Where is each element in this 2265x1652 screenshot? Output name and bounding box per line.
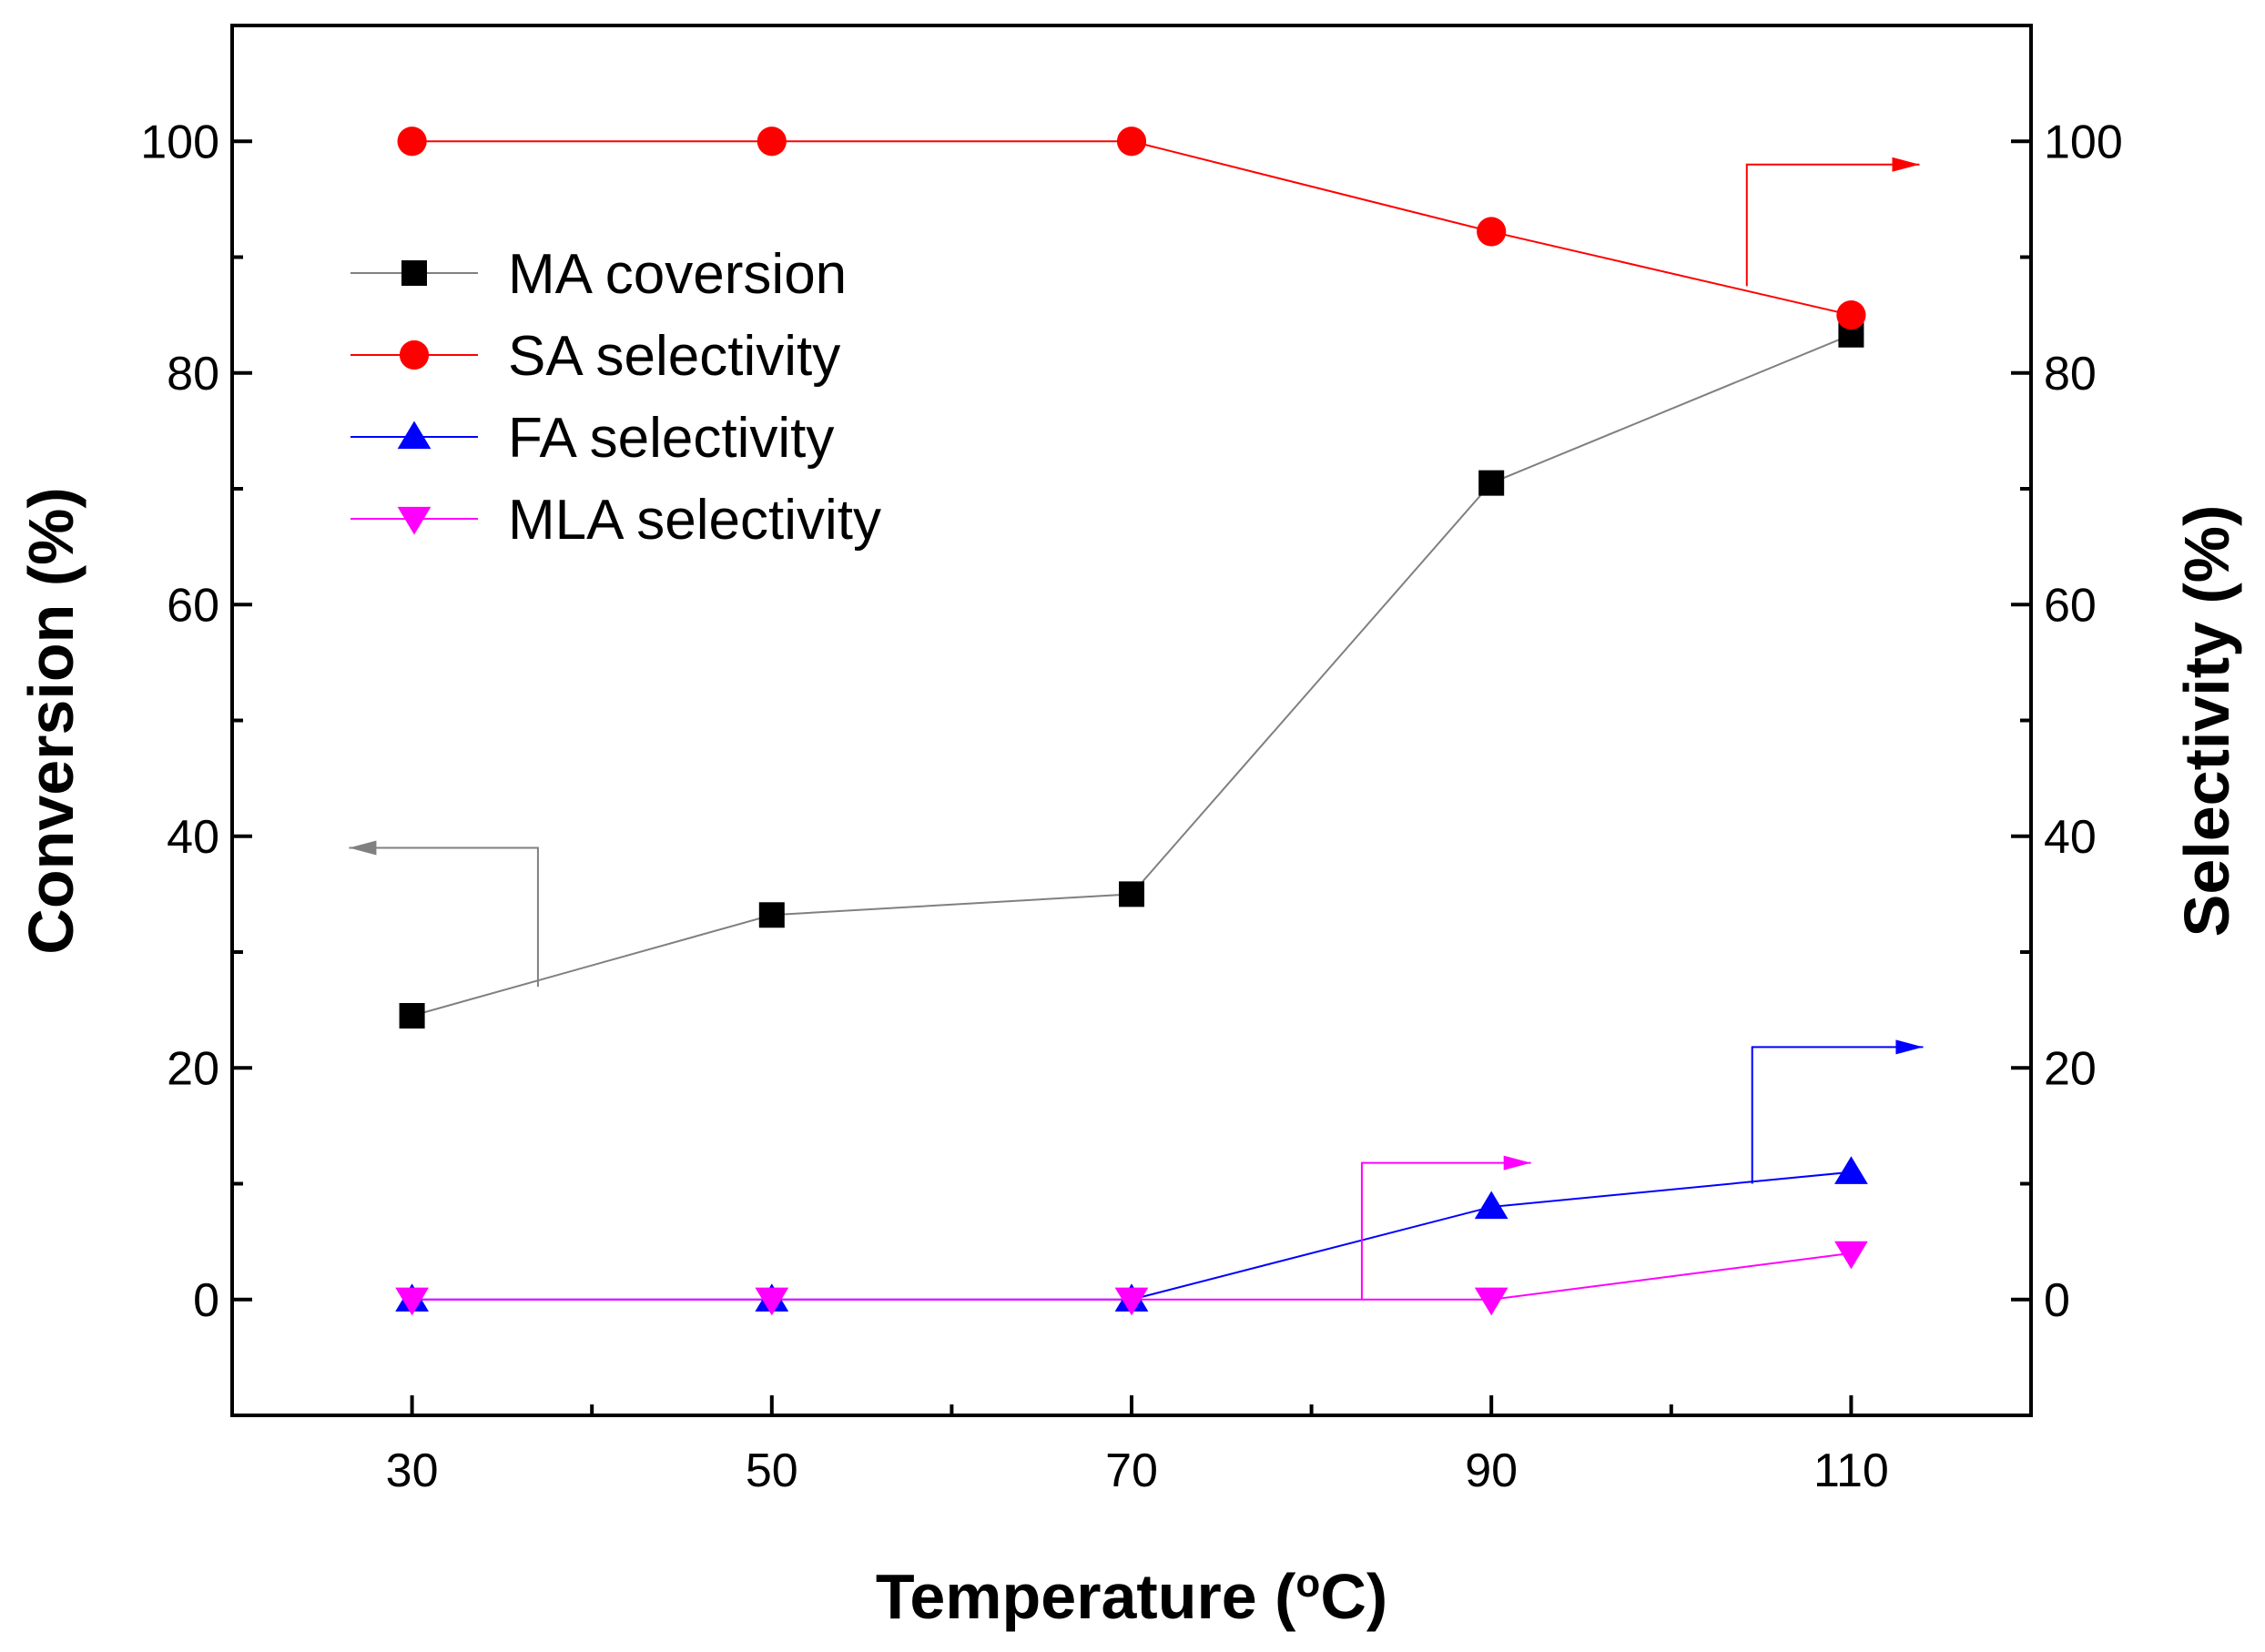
data-point-series-0 [399,1002,425,1029]
series-markers [395,127,1868,1316]
data-point-series-1 [757,127,787,157]
arrowhead-1 [1892,157,1920,172]
y-axis-right-title: Selectivity (%) [2171,505,2242,937]
data-point-series-2 [1834,1156,1868,1184]
x-axis-title-suffix: C) [1320,1561,1387,1632]
data-point-series-1 [397,127,427,157]
arrow-line-3 [1360,1161,1531,1300]
x-axis-title: Temperature (oC) [876,1561,1387,1632]
arrow-line-2 [1751,1046,1924,1184]
data-point-series-1 [1116,127,1147,157]
data-point-series-0 [1478,470,1505,496]
legend-label-0: MA coversion [508,243,847,306]
legend-label-1: SA selectivity [508,325,840,388]
x-tick-label: 70 [1105,1444,1158,1497]
data-point-series-3 [1474,1287,1508,1316]
arrowhead-0 [349,840,377,856]
arrowhead-3 [1503,1155,1531,1171]
y-right-tick-label: 20 [2044,1042,2097,1095]
y-left-tick-label: 60 [167,579,219,632]
legend: MA coversion SA selectivity FA selectivity… [350,243,881,552]
legend-marker-2 [397,421,432,450]
y-left-tick-label: 80 [167,348,219,400]
data-point-series-2 [1474,1191,1508,1220]
axis-pointer-arrows [349,157,1924,1300]
y-left-tick-label: 0 [193,1274,219,1327]
arrow-line-0 [349,846,539,988]
tick-labels: 30 50 70 90 110 0 0 20 20 40 40 60 60 80 80 100 100 [140,116,2123,1497]
legend-marker-0 [401,260,427,286]
x-axis-title-main: Temperature ( [876,1561,1296,1632]
y-right-tick-label: 80 [2044,348,2097,400]
data-point-series-3 [395,1287,429,1316]
y-axis-left-title: Conversion (%) [15,487,86,954]
data-point-series-3 [1834,1241,1868,1270]
x-axis-title-superscript: o [1295,1561,1320,1606]
data-point-series-1 [1836,300,1866,330]
legend-label-2: FA selectivity [508,407,834,470]
x-tick-label: 30 [386,1444,439,1497]
x-tick-label: 50 [746,1444,798,1497]
y-right-tick-label: 100 [2044,116,2123,168]
data-point-series-3 [755,1287,789,1316]
legend-marker-3 [397,506,432,535]
y-right-tick-label: 40 [2044,811,2097,864]
arrow-line-1 [1745,163,1920,287]
y-left-tick-label: 20 [167,1042,219,1095]
y-left-tick-label: 100 [140,116,219,168]
data-point-series-0 [1119,881,1144,907]
x-tick-label: 90 [1465,1444,1518,1497]
plot-frame [230,24,2033,1417]
y-left-tick-label: 40 [167,811,219,864]
legend-label-3: MLA selectivity [508,489,881,552]
series-lines [411,140,1852,1301]
legend-marker-1 [399,340,430,370]
data-point-series-0 [758,902,785,928]
data-point-series-3 [1114,1287,1149,1316]
y-right-tick-label: 0 [2044,1274,2070,1327]
data-point-series-1 [1477,217,1507,247]
x-tick-label: 110 [1813,1444,1889,1497]
y-right-tick-label: 60 [2044,579,2097,632]
axis-ticks [232,24,2031,1417]
arrowhead-2 [1895,1039,1924,1055]
